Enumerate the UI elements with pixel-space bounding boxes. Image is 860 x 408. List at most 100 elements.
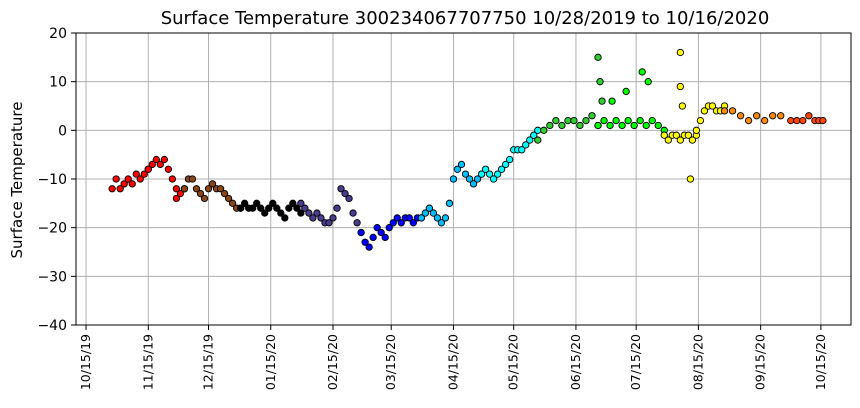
data-point	[385, 224, 393, 232]
data-point	[188, 175, 197, 183]
series-4	[236, 199, 305, 222]
data-point	[397, 219, 405, 227]
series-7	[417, 160, 486, 227]
data-point	[518, 146, 526, 154]
data-point	[281, 214, 289, 222]
data-point	[269, 199, 277, 207]
series-13	[660, 131, 701, 144]
data-point	[676, 82, 684, 91]
data-point	[220, 189, 229, 198]
series-17	[787, 112, 827, 125]
data-point	[373, 224, 381, 232]
data-point	[638, 68, 646, 76]
data-point	[417, 214, 425, 222]
data-point	[301, 204, 309, 212]
data-point	[357, 228, 365, 237]
data-point	[381, 233, 389, 242]
data-point	[176, 189, 185, 198]
data-point	[696, 116, 705, 125]
data-point	[465, 175, 474, 183]
data-point	[409, 219, 417, 227]
data-point	[648, 116, 656, 125]
data-point	[728, 107, 737, 115]
data-point	[148, 160, 156, 169]
x-tick-label: 02/15/20	[325, 334, 340, 390]
data-point	[489, 175, 498, 183]
data-point	[608, 97, 616, 105]
data-point	[421, 209, 430, 217]
data-point	[405, 214, 413, 222]
data-point	[445, 199, 454, 207]
data-point	[688, 136, 697, 144]
data-point	[624, 116, 632, 125]
data-point	[285, 204, 293, 212]
x-tick-label: 06/15/20	[568, 334, 583, 390]
data-point	[192, 185, 201, 193]
data-point	[228, 199, 237, 207]
data-point	[686, 175, 695, 183]
data-point	[333, 204, 341, 212]
data-point	[453, 165, 462, 173]
data-point	[664, 136, 672, 144]
data-point	[365, 243, 373, 251]
x-tick-label: 03/15/20	[383, 334, 398, 390]
series-11	[594, 116, 668, 134]
data-point	[622, 87, 630, 96]
chart-title: Surface Temperature 300234067707750 10/2…	[161, 8, 770, 29]
data-point	[349, 209, 357, 217]
data-point	[293, 204, 301, 212]
data-point	[297, 209, 305, 217]
series-0	[108, 165, 152, 193]
data-point	[273, 204, 281, 212]
data-point	[317, 214, 325, 222]
data-point	[473, 175, 482, 183]
data-point	[672, 131, 680, 139]
data-point	[128, 180, 136, 188]
data-point	[787, 116, 795, 125]
data-point	[241, 199, 249, 207]
data-point	[297, 199, 305, 207]
data-series	[108, 48, 827, 251]
series-3	[180, 175, 245, 212]
data-point	[678, 102, 686, 110]
data-point	[720, 107, 729, 115]
y-tick-label: −40	[37, 318, 67, 334]
data-point	[369, 233, 377, 242]
data-point	[676, 48, 684, 57]
data-point	[216, 185, 225, 193]
y-axis-label: Surface Temperature	[8, 102, 26, 259]
data-point	[642, 121, 650, 130]
data-point	[534, 126, 542, 134]
data-point	[497, 165, 506, 173]
data-point	[477, 170, 486, 178]
data-point	[530, 131, 538, 139]
data-point	[224, 194, 233, 203]
series-9	[534, 112, 602, 144]
data-point	[596, 78, 604, 86]
data-point	[636, 116, 644, 125]
data-point	[582, 116, 590, 125]
x-tick-label: 11/15/19	[140, 334, 155, 390]
data-point	[208, 180, 217, 188]
data-point	[692, 126, 701, 134]
data-point	[309, 214, 317, 222]
x-tick-label: 09/15/20	[753, 334, 768, 390]
data-point	[660, 131, 668, 139]
data-point	[120, 180, 128, 188]
data-point	[172, 194, 181, 203]
data-point	[676, 136, 684, 144]
data-point	[469, 180, 478, 188]
data-point	[819, 116, 827, 125]
data-point	[449, 175, 458, 183]
y-tick-label: 0	[58, 123, 67, 139]
data-point	[526, 136, 534, 144]
data-point	[124, 175, 132, 183]
data-point	[546, 121, 554, 130]
series-5	[297, 185, 365, 237]
data-point	[708, 102, 717, 110]
x-tick-label: 12/15/19	[201, 334, 216, 390]
series-10	[594, 53, 606, 105]
data-point	[506, 155, 514, 164]
data-point	[204, 185, 213, 193]
